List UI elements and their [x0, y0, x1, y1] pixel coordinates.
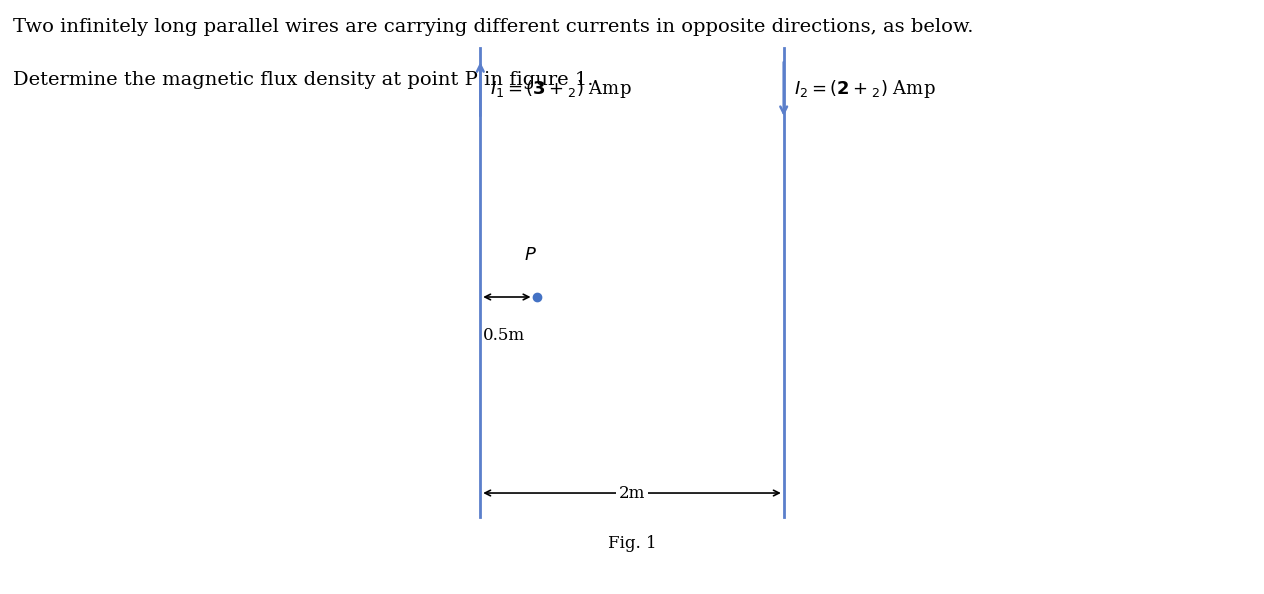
Text: Fig. 1: Fig. 1 — [608, 535, 656, 552]
Text: Two infinitely long parallel wires are carrying different currents in opposite d: Two infinitely long parallel wires are c… — [13, 18, 973, 36]
Text: $I_2 = (\mathbf{2}+_2)$ Amp: $I_2 = (\mathbf{2}+_2)$ Amp — [794, 78, 935, 100]
Text: 0.5m: 0.5m — [483, 327, 525, 344]
Text: $P$: $P$ — [525, 247, 537, 264]
Text: Determine the magnetic flux density at point P in figure 1.: Determine the magnetic flux density at p… — [13, 71, 593, 89]
Text: $I_1 = (\mathbf{3}+_2)$ Amp: $I_1 = (\mathbf{3}+_2)$ Amp — [490, 78, 632, 100]
Text: 2m: 2m — [619, 485, 645, 501]
